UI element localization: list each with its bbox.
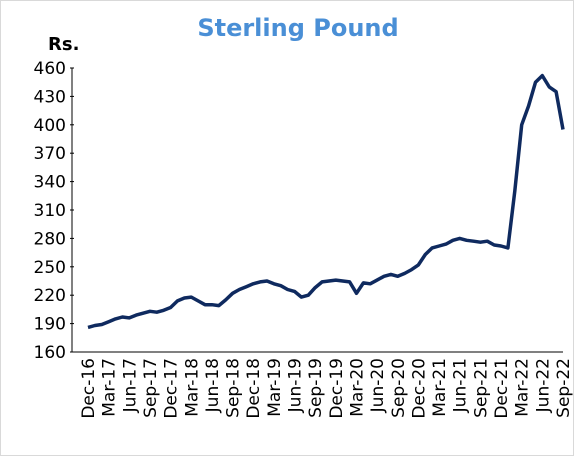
x-tick-label: Jun-20 — [368, 358, 388, 413]
x-tick-label: Sep-21 — [471, 358, 491, 418]
y-tick-label: 400 — [34, 116, 66, 136]
y-tick-label: 430 — [34, 87, 66, 107]
y-tick-label: 340 — [34, 173, 66, 193]
y-tick-label: 220 — [34, 286, 66, 306]
x-tick-label: Jun-22 — [533, 358, 553, 413]
x-tick-label: Dec-21 — [492, 358, 512, 419]
chart-title: Sterling Pound — [197, 14, 398, 42]
x-tick-label: Dec-19 — [327, 358, 347, 419]
y-tick-label: 370 — [34, 144, 66, 164]
x-tick-label: Sep-20 — [389, 358, 409, 418]
x-tick-label: Mar-21 — [430, 358, 450, 417]
x-tick-label: Sep-17 — [141, 358, 161, 418]
x-tick-label: Mar-17 — [100, 358, 120, 417]
x-tick-label: Dec-20 — [409, 358, 429, 419]
x-tick-label: Dec-18 — [244, 358, 264, 419]
line — [87, 73, 565, 330]
x-tick-label: Jun-19 — [286, 358, 306, 413]
x-tick-label: Sep-22 — [554, 358, 574, 418]
x-tick-label: Mar-22 — [513, 358, 533, 417]
x-tick-label: Jun-21 — [451, 358, 471, 413]
y-tick-label: 190 — [34, 315, 66, 335]
y-tick-label: 310 — [34, 201, 66, 221]
x-tick-label: Mar-18 — [182, 358, 202, 417]
y-axis-label: Rs. — [48, 34, 79, 55]
y-tick-label: 250 — [34, 258, 66, 278]
x-tick-label: Jun-17 — [120, 358, 140, 413]
x-tick-label: Jun-18 — [203, 358, 223, 413]
x-tick-label: Dec-16 — [79, 358, 99, 419]
x-tick-label: Sep-19 — [306, 358, 326, 418]
x-tick-label: Dec-17 — [162, 358, 182, 419]
y-tick-label: 460 — [34, 59, 66, 79]
x-tick-label: Mar-20 — [347, 358, 367, 417]
x-tick-label: Mar-19 — [265, 358, 285, 417]
y-tick-label: 280 — [34, 229, 66, 249]
x-tick-label: Sep-18 — [224, 358, 244, 418]
y-tick-label: 160 — [34, 343, 66, 363]
